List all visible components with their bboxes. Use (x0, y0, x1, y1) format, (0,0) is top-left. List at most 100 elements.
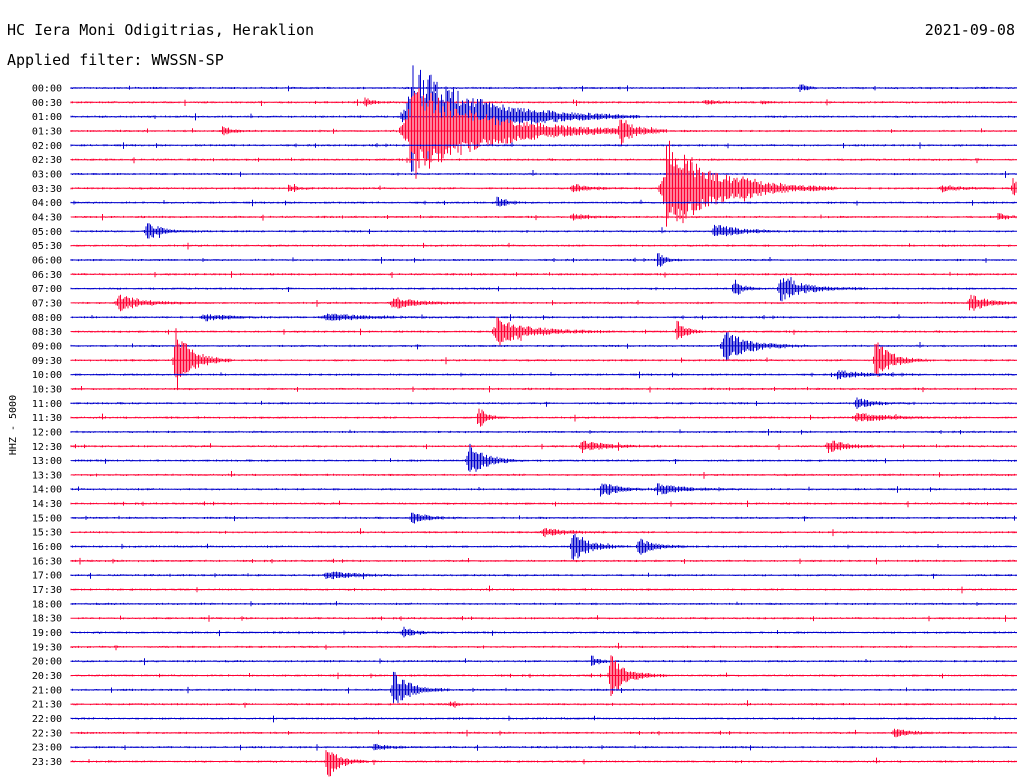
seismic-trace-row (70, 294, 1017, 312)
row-time-label: 08:00 (32, 313, 62, 324)
row-time-label: 10:30 (32, 384, 62, 395)
row-time-label: 21:00 (32, 685, 62, 696)
row-time-label: 16:00 (32, 542, 62, 553)
seismic-trace-row (70, 615, 1017, 622)
seismic-trace-row (70, 253, 1017, 267)
seismic-trace-row (70, 408, 1017, 427)
row-time-label: 08:30 (32, 327, 62, 338)
seismic-trace-row (70, 328, 1017, 391)
row-time-label: 23:30 (32, 757, 62, 768)
seismic-trace-row (70, 571, 1017, 580)
seismic-trace-row (70, 397, 1017, 409)
row-time-label: 01:00 (32, 112, 62, 123)
row-time-label: 15:00 (32, 513, 62, 524)
row-time-label: 17:30 (32, 585, 62, 596)
seismic-trace-row (70, 386, 1017, 393)
seismic-trace-row (70, 715, 1017, 723)
seismic-trace-row (70, 528, 1017, 538)
row-time-label: 11:00 (32, 399, 62, 410)
seismic-trace-row (70, 483, 1017, 497)
row-time-label: 13:30 (32, 470, 62, 481)
row-time-label: 05:30 (32, 241, 62, 252)
filter-label: Applied filter: WWSSN-SP (7, 51, 224, 69)
row-time-label: 22:00 (32, 714, 62, 725)
seismic-trace-row (70, 512, 1017, 524)
seismic-trace-row (70, 655, 1017, 696)
seismic-trace-row (70, 170, 1017, 178)
row-time-label: 19:30 (32, 642, 62, 653)
seismic-trace-row (70, 97, 1017, 107)
seismic-trace-row (70, 440, 1017, 453)
seismic-trace-row (70, 242, 1017, 250)
row-time-label: 10:00 (32, 370, 62, 381)
seismic-trace-row (70, 271, 1017, 278)
row-time-label: 11:30 (32, 413, 62, 424)
row-time-label: 06:00 (32, 255, 62, 266)
row-time-label: 04:30 (32, 212, 62, 223)
row-time-label: 14:30 (32, 499, 62, 510)
seismic-trace-row (70, 429, 1017, 436)
recording-date: 2021-09-08 (924, 21, 1015, 39)
seismic-trace-row (70, 317, 1017, 346)
seismic-trace-row (70, 585, 1017, 594)
row-time-label: 05:00 (32, 227, 62, 238)
row-time-label: 06:30 (32, 270, 62, 281)
row-time-label: 23:00 (32, 743, 62, 754)
seismic-trace-row (70, 500, 1017, 508)
seismic-trace-row (70, 213, 1017, 221)
row-time-label: 07:00 (32, 284, 62, 295)
station-title: HC Iera Moni Odigitrias, Heraklion (7, 21, 315, 39)
row-time-label: 16:30 (32, 556, 62, 567)
seismic-trace-row (70, 157, 1017, 164)
row-time-label: 13:00 (32, 456, 62, 467)
row-time-label: 19:00 (32, 628, 62, 639)
seismic-trace-row (70, 557, 1017, 565)
seismic-trace-row (70, 443, 1017, 472)
seismic-trace-row (70, 142, 1017, 149)
seismic-trace-row (70, 88, 1017, 179)
seismic-trace-row (70, 626, 1017, 638)
seismic-trace-row (70, 655, 1017, 666)
row-time-label: 07:30 (32, 298, 62, 309)
seismic-trace-row (70, 601, 1017, 607)
seismic-trace-row (70, 743, 1017, 751)
row-time-label: 18:00 (32, 599, 62, 610)
row-time-label: 09:30 (32, 356, 62, 367)
row-time-label: 03:30 (32, 184, 62, 195)
seismic-trace-row (70, 700, 1017, 708)
row-time-label: 12:00 (32, 427, 62, 438)
seismic-trace-row (70, 671, 1017, 703)
row-time-label: 03:00 (32, 169, 62, 180)
seismic-trace-row (70, 196, 1017, 207)
seismic-trace-row (70, 277, 1017, 302)
seismic-trace-row (70, 65, 1017, 172)
row-time-label: 12:30 (32, 442, 62, 453)
row-time-label: 14:00 (32, 485, 62, 496)
seismic-trace-row (70, 84, 1017, 92)
row-time-label: 21:30 (32, 700, 62, 711)
seismic-trace-row (70, 750, 1017, 777)
row-time-label: 00:30 (32, 98, 62, 109)
row-time-label: 18:30 (32, 614, 62, 625)
row-time-label: 22:30 (32, 728, 62, 739)
seismic-trace-row (70, 642, 1017, 651)
row-time-label: 17:00 (32, 571, 62, 582)
row-time-label: 00:00 (32, 84, 62, 95)
row-time-label: 20:30 (32, 671, 62, 682)
seismic-trace-row (70, 533, 1017, 560)
y-axis-label: HHZ - 5000 (8, 395, 19, 455)
seismic-trace-row (70, 313, 1017, 322)
row-time-label: 20:00 (32, 657, 62, 668)
row-time-label: 09:00 (32, 341, 62, 352)
seismic-trace-row (70, 223, 1017, 239)
row-time-label: 02:30 (32, 155, 62, 166)
seismic-trace-row (70, 728, 1017, 738)
row-time-label: 04:00 (32, 198, 62, 209)
row-time-label: 02:00 (32, 141, 62, 152)
seismic-trace-row (70, 370, 1017, 380)
seismic-trace-row (70, 471, 1017, 479)
row-time-label: 01:30 (32, 126, 62, 137)
row-time-label: 15:30 (32, 528, 62, 539)
seismic-trace-row (70, 140, 1017, 227)
